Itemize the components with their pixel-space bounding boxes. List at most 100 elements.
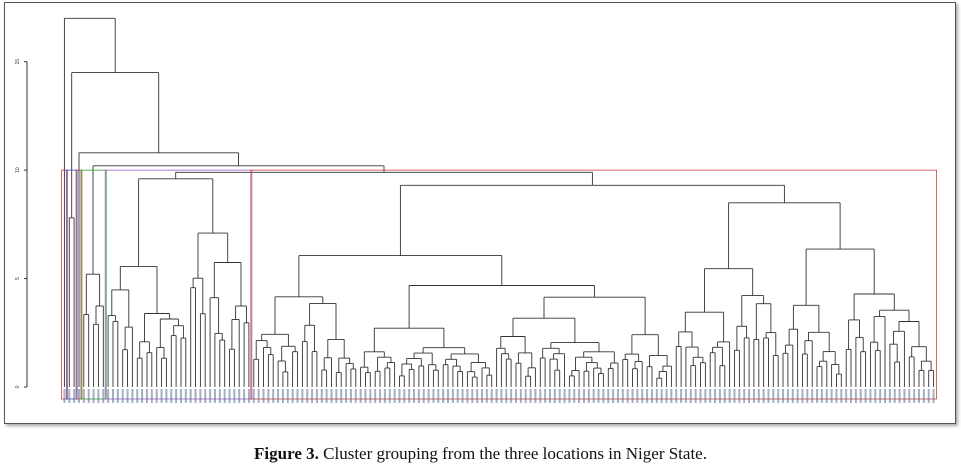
leaf-label: [675, 389, 678, 403]
leaf-label: [553, 389, 556, 403]
leaf-label: [301, 389, 304, 403]
leaf-label: [413, 389, 416, 403]
leaf-label: [514, 389, 517, 403]
leaf-label: [73, 389, 76, 403]
leaf-label: [111, 389, 114, 403]
leaf-label: [466, 389, 469, 403]
leaf-label: [621, 389, 624, 403]
leaf-label: [869, 389, 872, 403]
leaf-label: [752, 389, 755, 403]
leaf-label: [801, 389, 804, 403]
leaf-label: [432, 389, 435, 403]
leaf-label: [136, 389, 139, 403]
leaf-label: [476, 389, 479, 403]
leaf-label: [223, 389, 226, 403]
leaf-label: [403, 389, 406, 403]
y-tick-label: 5: [15, 277, 21, 280]
leaf-label: [864, 389, 867, 403]
leaf-label: [505, 389, 508, 403]
leaf-label: [209, 389, 212, 403]
leaf-label: [714, 389, 717, 403]
leaf-label: [723, 389, 726, 403]
leaf-label: [893, 389, 896, 403]
leaf-label: [175, 389, 178, 403]
leaf-label: [155, 389, 158, 403]
leaf-label: [850, 389, 853, 403]
leaf-label: [694, 389, 697, 403]
leaf-label: [315, 389, 318, 403]
leaf-label: [213, 389, 216, 403]
leaf-label: [607, 389, 610, 403]
leaf-label: [369, 389, 372, 403]
leaf-label: [252, 389, 255, 403]
leaf-label: [602, 389, 605, 403]
leaf-label: [660, 389, 663, 403]
leaf-label: [92, 389, 95, 403]
leaf-label: [131, 389, 134, 403]
leaf-label: [320, 389, 323, 403]
leaf-label: [77, 389, 80, 403]
leaf-label: [597, 389, 600, 403]
leaf-label: [170, 389, 173, 403]
leaf-label: [524, 389, 527, 403]
leaf-label: [364, 389, 367, 403]
leaf-label: [233, 389, 236, 403]
leaf-label: [442, 389, 445, 403]
leaf-label: [709, 389, 712, 403]
leaf-label: [408, 389, 411, 403]
leaf-label: [777, 389, 780, 403]
leaf-label: [354, 389, 357, 403]
leaf-label: [228, 389, 231, 403]
leaf-label: [165, 389, 168, 403]
leaf-label: [330, 389, 333, 403]
leaf-label: [379, 389, 382, 403]
leaf-label: [461, 389, 464, 403]
leaf-label: [641, 389, 644, 403]
leaf-label: [898, 389, 901, 403]
leaf-label: [738, 389, 741, 403]
leaf-label: [544, 389, 547, 403]
leaf-label: [820, 389, 823, 403]
leaf-label: [573, 389, 576, 403]
leaf-label: [87, 389, 90, 403]
leaf-label: [495, 389, 498, 403]
leaf-label: [63, 389, 66, 403]
leaf-label: [291, 389, 294, 403]
leaf-label: [655, 389, 658, 403]
leaf-label: [825, 389, 828, 403]
leaf-label: [859, 389, 862, 403]
leaf-label: [184, 389, 187, 403]
leaf-label: [199, 389, 202, 403]
y-tick-label: 15: [15, 59, 21, 65]
y-tick-label: 10: [15, 167, 21, 173]
leaf-label: [126, 389, 129, 403]
leaf-label: [102, 389, 105, 403]
leaf-label: [160, 389, 163, 403]
leaf-label: [296, 389, 299, 403]
leaf-label: [908, 389, 911, 403]
leaf-label: [218, 389, 221, 403]
leaf-label: [145, 389, 148, 403]
leaf-label: [306, 389, 309, 403]
leaf-label: [311, 389, 314, 403]
leaf-label: [767, 389, 770, 403]
leaf-label: [548, 389, 551, 403]
leaf-label: [539, 389, 542, 403]
leaf-label: [796, 389, 799, 403]
leaf-label: [879, 389, 882, 403]
leaf-label: [451, 389, 454, 403]
leaf-label: [238, 389, 241, 403]
leaf-label: [578, 389, 581, 403]
leaf-label: [500, 389, 503, 403]
leaf-label: [325, 389, 328, 403]
leaf-label: [932, 389, 935, 403]
leaf-label: [835, 389, 838, 403]
leaf-label: [684, 389, 687, 403]
leaf-label: [830, 389, 833, 403]
leaf-label: [141, 389, 144, 403]
leaf-label: [811, 389, 814, 403]
leaf-label: [456, 389, 459, 403]
leaf-label: [884, 389, 887, 403]
leaf-label: [903, 389, 906, 403]
